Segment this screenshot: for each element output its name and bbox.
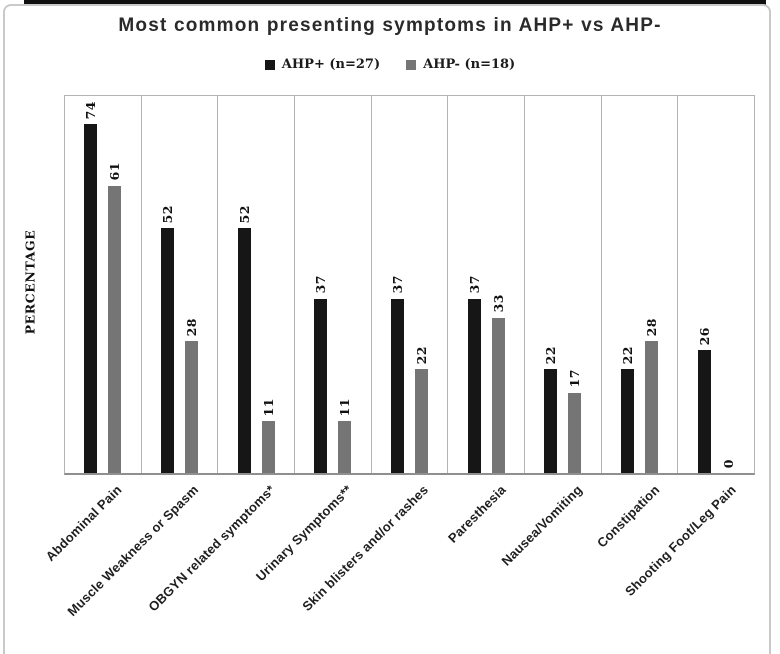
bar-group: 11 <box>337 96 352 473</box>
bar-group: 0 <box>721 96 736 473</box>
legend-swatch-gray-icon <box>406 59 417 70</box>
bar-ahp-positive <box>621 369 635 473</box>
legend-entry-ahp-positive: AHP+ (n=27) <box>264 57 381 72</box>
bar-ahp-positive <box>314 298 328 473</box>
value-label: 28 <box>644 317 660 337</box>
top-crop-bar <box>24 0 766 5</box>
value-label: 61 <box>107 162 123 181</box>
bar-ahp-negative <box>568 392 582 473</box>
bar-group: 37 <box>467 96 482 473</box>
bar-ahp-positive <box>697 350 711 473</box>
bar-ahp-negative <box>415 369 429 473</box>
value-label: 52 <box>160 204 175 223</box>
bar-group: 28 <box>644 96 659 473</box>
value-label: 22 <box>414 345 430 365</box>
bar-group: 52 <box>160 96 175 473</box>
category-label: Constipation <box>593 482 662 551</box>
legend-label: AHP- (n=18) <box>423 57 516 72</box>
bar-ahp-negative <box>338 421 352 473</box>
value-label: 37 <box>390 275 406 294</box>
bar-group: 11 <box>261 96 276 473</box>
bar-ahp-positive <box>161 227 174 473</box>
value-label: 17 <box>567 369 583 388</box>
value-label: 52 <box>236 204 252 223</box>
category-panel: 22 28 <box>602 96 679 473</box>
category-panel: 52 28 <box>142 96 219 473</box>
value-label: 22 <box>543 345 559 365</box>
value-label: 11 <box>337 397 353 417</box>
value-label: 33 <box>490 294 506 313</box>
bar-group: 22 <box>414 96 429 473</box>
category-label: OBGYN related symptoms* <box>145 482 279 615</box>
legend-label: AHP+ (n=27) <box>281 57 381 72</box>
bar-group: 28 <box>184 96 199 473</box>
x-axis-category-labels: Abdominal Pain Muscle Weakness or Spasm OB… <box>42 482 755 654</box>
plot-area: 74 61 52 28 52 11 37 11 37 22 37 33 22 17 22 28 26 0 <box>64 95 755 475</box>
category-panel: 37 33 <box>448 96 526 473</box>
category-panel: 26 0 <box>678 96 754 473</box>
category-label: Muscle Weakness or Spasm <box>64 482 202 619</box>
category-label: Skin blisters and/or rashes <box>299 482 432 614</box>
bar-ahp-positive <box>467 298 481 473</box>
category-label: Paresthesia <box>444 482 509 546</box>
y-axis-label: PERCENTAGE <box>22 229 38 335</box>
bar-group: 74 <box>83 96 98 473</box>
bar-group: 26 <box>697 96 712 473</box>
value-label: 11 <box>260 397 276 417</box>
category-panel: 22 17 <box>525 96 602 473</box>
bar-group: 22 <box>620 96 635 473</box>
value-label: 28 <box>184 317 199 337</box>
value-label: 37 <box>466 275 482 294</box>
category-panel: 52 11 <box>218 96 296 473</box>
bar-ahp-positive <box>391 298 405 473</box>
category-panel: 74 61 <box>65 96 142 473</box>
bar-group: 37 <box>313 96 328 473</box>
value-label: 37 <box>313 275 329 294</box>
bar-group: 17 <box>567 96 582 473</box>
bar-ahp-negative <box>645 341 659 473</box>
value-label: 0 <box>720 458 736 468</box>
value-label: 74 <box>83 100 99 120</box>
bar-ahp-positive <box>237 227 251 473</box>
bar-ahp-positive <box>84 124 98 473</box>
category-label: Abdominal Pain <box>42 482 125 565</box>
chart-title: Most common presenting symptoms in AHP+ … <box>118 15 662 36</box>
legend-entry-ahp-negative: AHP- (n=18) <box>406 57 515 72</box>
category-panel: 37 11 <box>295 96 372 473</box>
bar-group: 52 <box>237 96 252 473</box>
legend: AHP+ (n=27) AHP- (n=18) <box>0 57 780 72</box>
category-label: Nausea/Vomiting <box>498 482 586 569</box>
legend-swatch-black-icon <box>264 59 275 70</box>
bar-group: 33 <box>491 96 506 473</box>
bar-ahp-negative <box>108 185 122 473</box>
category-panel: 37 22 <box>372 96 449 473</box>
value-label: 26 <box>696 327 712 346</box>
bar-group: 22 <box>543 96 558 473</box>
bar-ahp-positive <box>544 369 558 473</box>
bar-group: 37 <box>390 96 405 473</box>
bar-ahp-negative <box>261 421 275 473</box>
bar-ahp-negative <box>491 317 505 473</box>
value-label: 22 <box>620 345 636 365</box>
bar-ahp-negative <box>185 341 198 473</box>
bar-group: 61 <box>107 96 122 473</box>
